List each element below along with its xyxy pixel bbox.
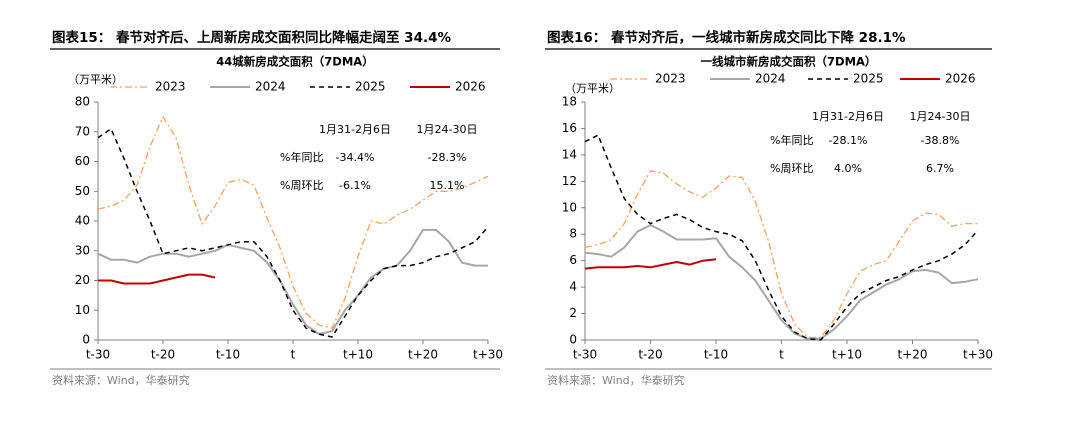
y-tick-label: 10 xyxy=(75,303,90,317)
table-cell: -28.3% xyxy=(428,151,467,164)
series-line xyxy=(584,170,978,339)
legend-label: 2024 xyxy=(755,72,786,86)
table-cell: -34.4% xyxy=(336,151,375,164)
y-tick-label: 30 xyxy=(75,243,90,257)
y-tick-label: 12 xyxy=(562,174,577,188)
y-tick-label: 50 xyxy=(75,184,90,198)
x-tick-label: t+30 xyxy=(963,348,993,362)
y-tick-label: 16 xyxy=(562,121,577,135)
y-tick-label: 60 xyxy=(75,154,90,168)
x-tick-label: t xyxy=(291,348,296,362)
y-unit: （万平米） xyxy=(68,73,123,86)
y-tick-label: 18 xyxy=(562,95,577,109)
table-cell: %周环比 xyxy=(280,179,323,192)
y-tick-label: 70 xyxy=(75,124,90,138)
table-cell: 4.0% xyxy=(834,162,862,175)
legend-label: 2023 xyxy=(655,72,686,86)
x-tick-label: t-10 xyxy=(216,348,240,362)
x-tick-label: t-30 xyxy=(573,348,597,362)
legend-label: 2025 xyxy=(355,80,386,94)
table-header: 1月24-30日 xyxy=(417,123,478,136)
table-cell: %周环比 xyxy=(770,162,813,175)
x-tick-label: t-20 xyxy=(151,348,175,362)
series-line xyxy=(584,224,979,340)
table-cell: 6.7% xyxy=(926,162,954,175)
y-tick-label: 4 xyxy=(569,280,577,294)
y-tick-label: 2 xyxy=(569,306,577,320)
x-tick-label: t+10 xyxy=(832,348,862,362)
x-tick-label: t+20 xyxy=(897,348,927,362)
x-tick-label: t+10 xyxy=(343,348,373,362)
y-tick-label: 80 xyxy=(75,95,90,109)
legend-label: 2026 xyxy=(945,72,976,86)
series-line xyxy=(97,128,489,338)
series-line xyxy=(97,228,488,336)
series-line xyxy=(584,134,979,341)
series-line xyxy=(584,258,717,270)
legend-label: 2024 xyxy=(255,80,286,94)
y-tick-label: 0 xyxy=(569,333,577,347)
table-cell: -28.1% xyxy=(829,134,868,147)
y-tick-label: 40 xyxy=(75,214,90,228)
chart-title: 一线城市新房成交面积（7DMA） xyxy=(701,55,877,69)
x-tick-label: t-10 xyxy=(704,348,728,362)
series-line xyxy=(97,116,489,329)
x-tick-label: t+20 xyxy=(408,348,438,362)
x-tick-label: t+30 xyxy=(473,348,503,362)
table-cell: -6.1% xyxy=(339,179,371,192)
y-unit: （万平米） xyxy=(565,82,620,95)
table-cell: -38.8% xyxy=(921,134,960,147)
table-cell: 15.1% xyxy=(430,179,465,192)
table-cell: %年同比 xyxy=(280,150,323,164)
table-cell: %年同比 xyxy=(770,133,813,147)
series-line xyxy=(98,273,216,285)
table-header: 1月31-2月6日 xyxy=(319,123,391,136)
y-tick-label: 14 xyxy=(562,147,577,161)
y-tick-label: 0 xyxy=(82,333,90,347)
legend-label: 2023 xyxy=(155,80,186,94)
y-tick-label: 8 xyxy=(569,227,577,241)
source: 资料来源：Wind，华泰研究 xyxy=(52,373,190,387)
y-tick-label: 6 xyxy=(569,253,577,267)
x-tick-label: t xyxy=(779,348,784,362)
y-tick-label: 20 xyxy=(75,273,90,287)
legend-label: 2025 xyxy=(853,72,884,86)
legend-label: 2026 xyxy=(455,80,486,94)
y-tick-label: 10 xyxy=(562,200,577,214)
table-header: 1月31-2月6日 xyxy=(812,110,884,123)
source: 资料来源：Wind，华泰研究 xyxy=(547,373,685,387)
x-tick-label: t-20 xyxy=(638,348,662,362)
chart-title: 44城新房成交面积（7DMA） xyxy=(216,55,373,69)
figure-title: 图表16： 春节对齐后，一线城市新房成交同比下降 28.1% xyxy=(547,29,906,46)
figure-title: 图表15： 春节对齐后、上周新房成交面积同比降幅走阔至 34.4% xyxy=(52,29,451,46)
table-header: 1月24-30日 xyxy=(910,110,971,123)
x-tick-label: t-30 xyxy=(86,348,110,362)
